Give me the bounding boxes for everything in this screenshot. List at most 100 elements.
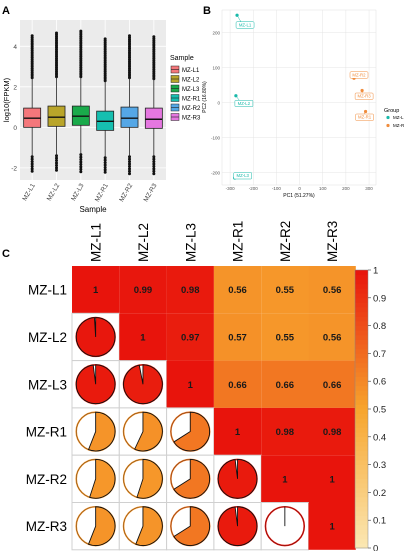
panel-a-y-tick-label: 0 xyxy=(13,125,17,132)
panel-a-outlier xyxy=(152,169,156,173)
panel-c-pie-border xyxy=(75,506,116,546)
panel-c-colorbar-step xyxy=(355,302,368,308)
panel-a-outlier xyxy=(79,165,83,169)
panel-c-pie-border xyxy=(170,459,210,499)
panel-a-outlier xyxy=(128,157,131,161)
panel-a-outlier xyxy=(128,169,131,173)
panel-c-pie-border xyxy=(123,459,163,499)
panel-c-colorbar-step xyxy=(355,446,368,452)
panel-c-heat-value: 0.66 xyxy=(228,380,247,391)
panel-c-colorbar-tick-label: 0 xyxy=(373,544,378,551)
panel-b-x-tick-label: 200 xyxy=(342,186,350,191)
panel-c-colorbar-step xyxy=(355,334,368,340)
panel-b-y-tick-label: -200 xyxy=(211,170,221,175)
panel-a-legend-label: MZ-R1 xyxy=(182,97,201,103)
panel-b-y-tick-label: 0 xyxy=(217,100,220,105)
panel-b-point-label-box xyxy=(355,113,374,121)
panel-c-heat-cell xyxy=(308,266,356,314)
panel-c-colorbar-step xyxy=(355,464,368,470)
panel-a-outlier xyxy=(152,172,156,176)
panel-b-point-label-text: MZ-L2 xyxy=(238,101,251,106)
panel-a-legend-label: MZ-L2 xyxy=(182,78,200,84)
panel-c-heat-cell xyxy=(308,455,356,503)
panel-b-point-label-text: MZ-R3 xyxy=(358,94,372,99)
panel-a-x-tick-label: MZ-R2 xyxy=(118,182,134,203)
panel-b-y-tick-label: 200 xyxy=(212,30,220,35)
panel-c-pie-border xyxy=(170,506,210,546)
panel-b-point-label-text: MZ-L3 xyxy=(237,173,250,178)
panel-c-colorbar-step xyxy=(355,270,368,276)
panel-c-colorbar-step xyxy=(355,376,368,382)
panel-c-heat-value: 1 xyxy=(140,332,146,343)
panel-b-y-tick-label: 100 xyxy=(212,65,220,70)
panel-c-column-label: MZ-R1 xyxy=(231,221,246,262)
panel-c-colorbar-step xyxy=(355,307,368,313)
panel-c-colorbar-step xyxy=(355,506,368,512)
panel-a-outlier xyxy=(152,157,156,161)
panel-c-heat-value: 0.66 xyxy=(276,380,295,391)
panel-a-outlier xyxy=(103,161,107,165)
panel-c-heat-value: 0.98 xyxy=(181,285,200,296)
panel-c-colorbar-step xyxy=(355,316,368,322)
panel-c-heat-value: 1 xyxy=(93,285,99,296)
panel-c-colorbar-step xyxy=(355,274,368,280)
panel-c-colorbar-step xyxy=(355,427,368,433)
panel-a-y-ticks: -2 0 2 4 xyxy=(11,44,17,173)
panel-c-colorbar-tick-label: 0.4 xyxy=(373,432,386,443)
panel-a-outlier xyxy=(128,162,131,166)
panel-a-legend-item: MZ-R3 xyxy=(170,113,201,122)
panel-a-y-tick-label: 4 xyxy=(13,44,17,51)
panel-c-heat-cell xyxy=(308,360,356,408)
panel-c-heat-value: 0.66 xyxy=(323,380,342,391)
panel-c-correlation: C MZ-L1 MZ-L2 MZ-L3 MZ-R1 MZ-R2 MZ-R3 MZ-L1MZ… xyxy=(2,221,386,551)
panel-c-heat-value: 0.56 xyxy=(228,285,247,296)
panel-a-outlier xyxy=(55,163,58,167)
panel-a-outlier xyxy=(55,168,58,172)
panel-c-heat-cell xyxy=(213,360,262,408)
panel-c-colorbar-tick-label: 1 xyxy=(373,266,378,277)
panel-c-column-label: MZ-R2 xyxy=(278,221,293,262)
panel-b-point-label-box xyxy=(235,21,255,29)
panel-c-colorbar-step xyxy=(355,469,368,475)
panel-c-colorbar-step xyxy=(355,510,368,516)
panel-c-colorbar-step xyxy=(355,311,368,317)
panel-c-heat-value: 1 xyxy=(282,474,288,485)
panel-a-outlier xyxy=(30,169,34,173)
panel-c-colorbar-step xyxy=(355,524,368,530)
panel-b-point xyxy=(235,13,239,17)
panel-c-colorbar-step xyxy=(355,279,368,285)
panel-a-legend-label: MZ-R3 xyxy=(182,116,201,122)
panel-c-heat-cell xyxy=(261,313,309,361)
panel-a-outlier xyxy=(79,160,83,164)
panel-c-heat-cell xyxy=(308,502,356,550)
panel-c-colorbar-step xyxy=(355,432,368,438)
panel-a-outlier xyxy=(128,164,131,168)
panel-c-colorbar-step xyxy=(355,529,368,535)
panel-c-pie-border xyxy=(170,411,210,452)
panel-c-heat-value: 0.56 xyxy=(323,285,342,296)
panel-c-heat-cell xyxy=(261,360,309,408)
panel-c-colorbar-step xyxy=(355,487,368,493)
panel-c-heat-cell xyxy=(166,313,214,361)
panel-c-heat-cell xyxy=(261,455,309,503)
panel-a-y-axis-label: log10(FPKM) xyxy=(2,77,11,122)
panel-a-box xyxy=(144,107,163,129)
panel-a-outlier xyxy=(128,172,131,176)
panel-a-legend-item: MZ-R1 xyxy=(170,94,201,103)
panel-c-colorbar-step xyxy=(355,534,368,540)
panel-a-outlier xyxy=(55,159,58,163)
panel-a-outlier xyxy=(79,162,83,166)
panel-b-legend-label: MZ-R xyxy=(393,123,405,128)
panel-c-heat-value: 1 xyxy=(188,380,194,391)
panel-c-colorbar-step xyxy=(355,492,368,498)
panel-b-point-label: MZ-L2 xyxy=(234,100,254,107)
panel-a-outlier xyxy=(152,162,156,166)
panel-c-colorbar-step xyxy=(355,538,368,544)
panel-c-colorbar-step xyxy=(355,483,368,489)
panel-c-heat-value: 0.97 xyxy=(181,332,200,343)
panel-c-heat-cell xyxy=(213,266,262,314)
panel-a-outlier xyxy=(79,29,83,33)
panel-c-heat-cell xyxy=(261,266,309,314)
panel-c-colorbar-step xyxy=(355,455,368,461)
